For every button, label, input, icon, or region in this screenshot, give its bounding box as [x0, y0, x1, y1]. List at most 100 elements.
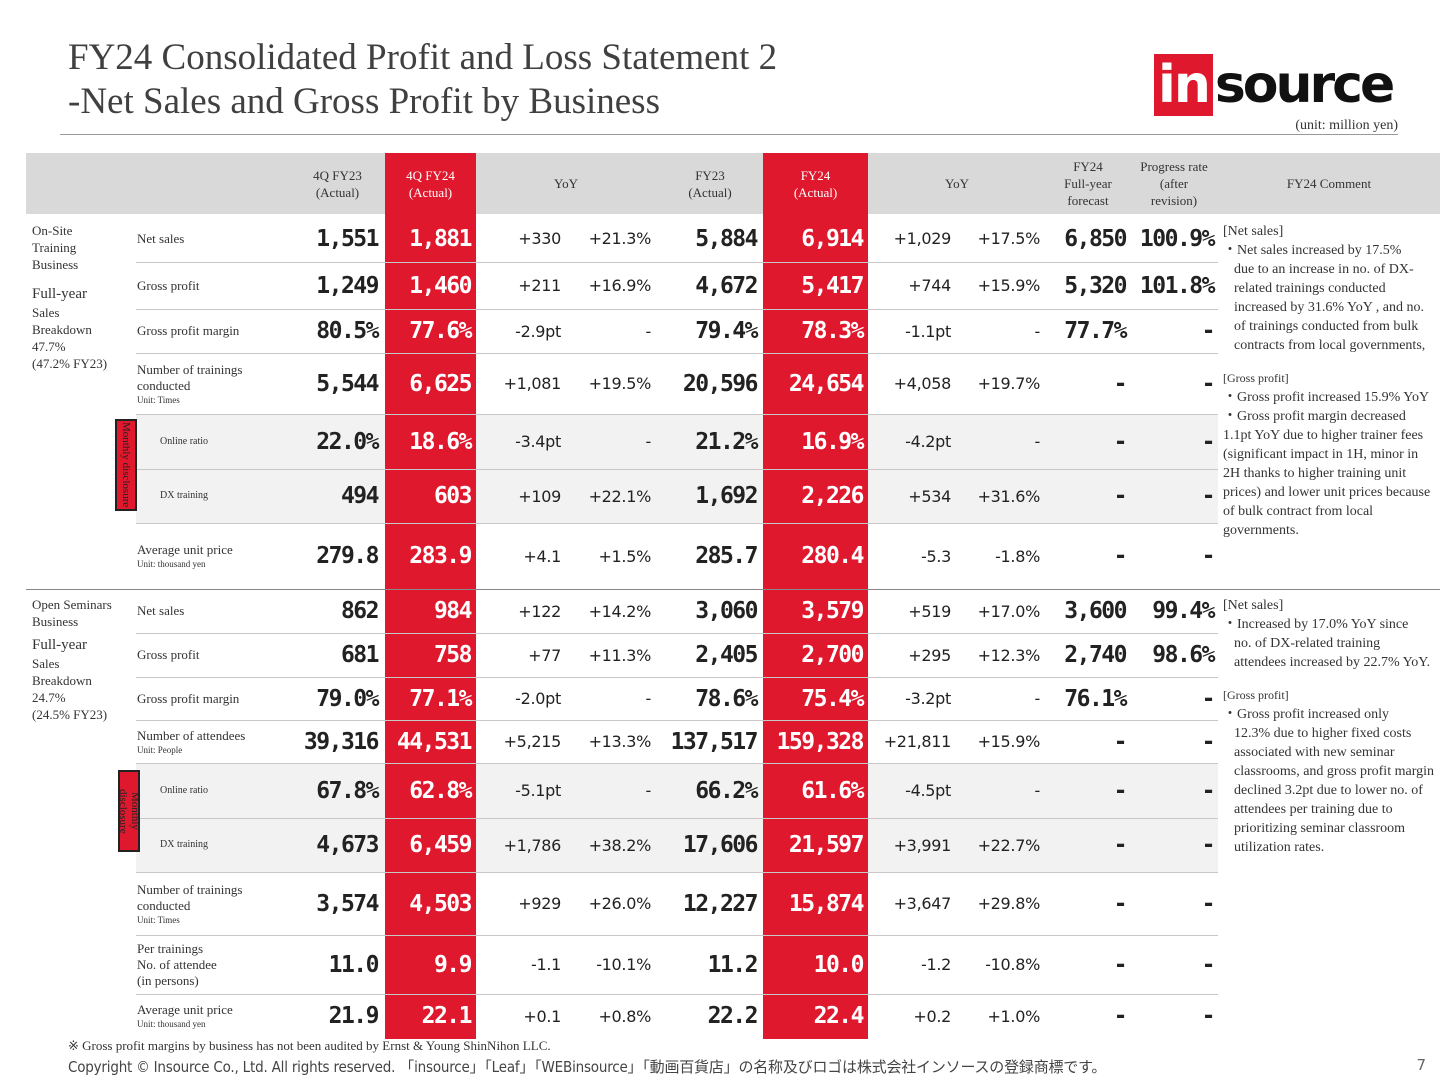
cell-forecast: - — [1113, 832, 1128, 858]
comment-onsite-gp-title: [Gross profit] — [1223, 371, 1289, 385]
unit-note: (unit: million yen) — [1295, 118, 1398, 133]
cell-q4fy23: 681 — [340, 642, 380, 668]
cell-progress: 99.4% — [1152, 598, 1215, 624]
cell-q4fy24: 6,459 — [409, 832, 472, 858]
cell-fy23: 3,060 — [695, 598, 758, 624]
cell-yoy-abs: +4.1 — [523, 546, 561, 566]
cell-progress: - — [1201, 543, 1216, 569]
header-yoy-quarter: YoY — [554, 176, 578, 191]
cell-yoy-pct: -10.1% — [596, 955, 651, 974]
cell-fy-yoy-pct: +29.8% — [977, 894, 1041, 913]
cell-yoy-abs: +929 — [518, 894, 561, 913]
cell-yoy-pct: - — [645, 689, 652, 708]
cell-fy24: 75.4% — [801, 685, 864, 712]
row-label-text: Number of trainings conducted — [137, 361, 243, 393]
header-comment: FY24 Comment — [1286, 176, 1372, 191]
cell-fy24: 3,579 — [801, 598, 864, 624]
logo-text: source — [1214, 55, 1395, 115]
cell-progress: - — [1201, 890, 1216, 917]
cell-yoy-abs: -2.9pt — [515, 321, 561, 341]
header-fy23: FY23 (Actual) — [688, 167, 732, 200]
cell-q4fy24: 18.6% — [409, 428, 472, 455]
cell-fy23: 78.6% — [695, 685, 758, 712]
cell-progress: 101.8% — [1139, 272, 1216, 299]
row-label-text: Gross profit margin — [137, 323, 240, 338]
cell-q4fy24: 77.6% — [409, 318, 472, 344]
cell-fy24: 15,874 — [788, 890, 865, 917]
comment-onsite-net-title: [Net sales] — [1223, 224, 1284, 239]
cell-fy-yoy-abs: -3.2pt — [905, 689, 951, 708]
cell-q4fy24: 4,503 — [409, 890, 472, 917]
section-onsite: On-Site Training Business Full-year Sale… — [32, 222, 132, 372]
cell-q4fy24: 283.9 — [409, 543, 472, 569]
cell-fy23: 66.2% — [695, 777, 758, 804]
cell-forecast: 3,600 — [1064, 598, 1127, 624]
cell-q4fy23: 1,551 — [316, 225, 379, 252]
row-unit-text: Unit: thousand yen — [137, 559, 206, 569]
cell-fy24: 24,654 — [788, 370, 865, 397]
row-label: Net sales — [137, 215, 287, 262]
row-label: Gross profit — [137, 633, 287, 677]
cell-progress: - — [1201, 832, 1216, 858]
cell-q4fy24: 1,881 — [409, 225, 472, 252]
cell-forecast: 5,320 — [1064, 272, 1127, 299]
cell-q4fy24: 6,625 — [409, 370, 472, 397]
row-divider — [136, 353, 1218, 354]
cell-progress: 98.6% — [1152, 642, 1215, 668]
cell-forecast: 2,740 — [1064, 642, 1127, 668]
row-divider — [136, 469, 1218, 470]
cell-fy-yoy-pct: +17.0% — [977, 601, 1041, 621]
cell-fy-yoy-pct: +15.9% — [977, 732, 1041, 751]
shade-open-online-b — [476, 764, 763, 818]
logo-highlight: in — [1154, 54, 1213, 116]
section-open: Open Seminars Business Full-year Sales B… — [32, 596, 132, 723]
row-label-text: Average unit price — [137, 1002, 233, 1017]
cell-fy-yoy-pct: +12.3% — [977, 645, 1041, 665]
section-divider — [26, 589, 1440, 590]
row-label-text: Net sales — [137, 603, 185, 618]
title-line-2: -Net Sales and Gross Profit by Business — [68, 81, 660, 122]
cell-q4fy23: 494 — [340, 483, 380, 509]
row-label: Gross profit margin — [137, 309, 287, 353]
row-label-text: DX training — [160, 839, 209, 850]
row-divider — [136, 818, 1218, 819]
cell-progress: - — [1201, 1003, 1216, 1029]
cell-fy23: 22.2 — [707, 1003, 759, 1029]
cell-progress: - — [1201, 318, 1216, 344]
cell-yoy-abs: +1,786 — [503, 835, 562, 855]
row-label: Online ratio — [160, 414, 310, 469]
cell-yoy-pct: +1.5% — [598, 546, 651, 566]
row-divider — [136, 677, 1218, 678]
cell-forecast: 6,850 — [1064, 225, 1127, 252]
row-label: Gross profit — [137, 262, 287, 309]
row-unit-text: Unit: Times — [137, 394, 180, 405]
row-divider — [136, 872, 1218, 873]
row-divider — [136, 994, 1218, 995]
cell-fy-yoy-abs: +1,029 — [893, 229, 952, 248]
cell-q4fy23: 22.0% — [316, 428, 379, 455]
comment-onsite: [Net sales] ・Net sales increased by 17.5… — [1223, 222, 1435, 540]
shade-onsite-dx-c — [868, 470, 1218, 523]
row-label-text: Gross profit — [137, 277, 200, 293]
cell-fy-yoy-abs: +295 — [908, 645, 951, 665]
cell-yoy-abs: +1,081 — [503, 374, 562, 393]
shade-onsite-online-c — [868, 415, 1218, 469]
cell-fy23: 2,405 — [695, 642, 758, 668]
comment-onsite-gp-1: ・Gross profit increased 15.9% YoY — [1223, 390, 1430, 405]
cell-fy-yoy-pct: +22.7% — [977, 835, 1041, 855]
cell-progress: - — [1201, 483, 1216, 509]
row-label-text: Gross profit margin — [137, 690, 240, 706]
cell-fy23: 12,227 — [682, 890, 759, 917]
cell-fy23: 20,596 — [682, 370, 759, 397]
cell-yoy-abs: +122 — [518, 601, 561, 621]
row-label-text: DX training — [160, 490, 209, 501]
cell-fy24: 6,914 — [801, 225, 864, 252]
cell-q4fy24: 603 — [433, 483, 473, 509]
cell-forecast: - — [1113, 483, 1128, 509]
cell-yoy-pct: +14.2% — [588, 601, 652, 621]
row-label: Online ratio — [160, 763, 310, 818]
page-title: FY24 Consolidated Profit and Loss Statem… — [68, 36, 777, 124]
cell-fy-yoy-pct: - — [1034, 321, 1041, 341]
cell-q4fy23: 79.0% — [316, 685, 379, 712]
row-label-text: Average unit price — [137, 542, 233, 557]
